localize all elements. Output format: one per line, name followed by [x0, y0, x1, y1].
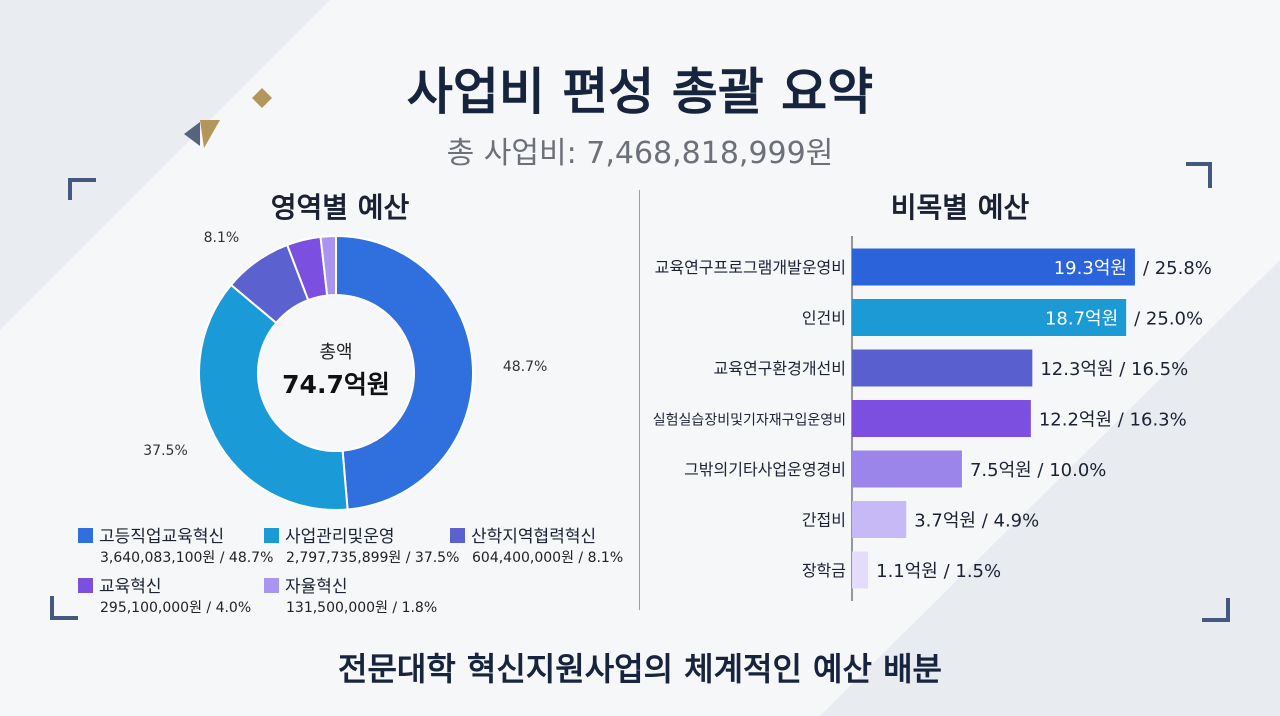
legend-label: 교육혁신 — [99, 577, 162, 597]
page-title: 사업비 편성 총괄 요약 — [406, 63, 874, 121]
legend-item: 교육혁신 295,100,000원 / 4.0% — [78, 572, 251, 617]
pie-slice-label: 37.5% — [143, 443, 187, 459]
legend-swatch — [264, 528, 279, 543]
total-budget: 총 사업비: 7,468,818,999원 — [446, 136, 834, 171]
pie-slice-label: 48.7% — [503, 359, 547, 375]
bar-category-label: 교육연구프로그램개발운영비 — [655, 258, 846, 277]
legend-value: 131,500,000원 / 1.8% — [286, 600, 438, 616]
legend-value: 3,640,083,100원 / 48.7% — [100, 550, 274, 566]
bar-percent-label: / 25.0% — [1134, 309, 1203, 330]
donut-center-label: 총액 — [319, 342, 352, 363]
legend-item: 사업관리및운영 2,797,735,899원 / 37.5% — [264, 522, 459, 567]
bar — [852, 400, 1031, 437]
bar-category-label: 교육연구환경개선비 — [714, 359, 846, 378]
bar-category-label: 간접비 — [802, 511, 846, 530]
pie-slice-label: 8.1% — [204, 230, 240, 246]
pie-slice — [335, 234, 474, 511]
bar — [852, 299, 1127, 336]
bar-category-label: 그밖의기타사업운영경비 — [684, 460, 846, 479]
legend-value: 2,797,735,899원 / 37.5% — [286, 550, 460, 566]
legend-item: 자율혁신 131,500,000원 / 1.8% — [264, 572, 437, 617]
donut-center-value: 74.7억원 — [282, 370, 390, 399]
bar-percent-label: / 25.8% — [1143, 258, 1212, 279]
pie-chart-title: 영역별 예산 — [270, 191, 410, 224]
bar-category-label: 실험실습장비및기자재구입운영비 — [653, 413, 846, 429]
bar-chart-title: 비목별 예산 — [890, 191, 1030, 224]
bar-value-label: 12.3억원 / 16.5% — [1040, 359, 1188, 380]
legend-item: 산학지역협력혁신 604,400,000원 / 8.1% — [450, 522, 623, 567]
legend-swatch — [78, 578, 93, 593]
bar-value-label: 3.7억원 / 4.9% — [914, 511, 1039, 532]
legend-label: 자율혁신 — [285, 577, 348, 597]
bar — [852, 349, 1033, 387]
bar-chart: 교육연구프로그램개발운영비 19.3억원 / 25.8% 인건비 18.7억원 / 25.… — [653, 236, 1212, 601]
legend-item: 고등직업교육혁신 3,640,083,100원 / 48.7% — [78, 522, 273, 567]
legend-swatch — [264, 578, 279, 593]
legend-label: 사업관리및운영 — [285, 527, 395, 547]
legend-swatch — [450, 528, 465, 543]
bar-value-label: 18.7억원 — [1045, 309, 1118, 330]
divider — [639, 190, 640, 610]
bar-category-label: 인건비 — [802, 309, 846, 328]
pie-slice — [319, 234, 337, 297]
bar — [852, 450, 962, 488]
legend-label: 산학지역협력혁신 — [471, 527, 597, 547]
bar-category-label: 장학금 — [802, 561, 846, 580]
bar — [852, 501, 907, 538]
legend-label: 고등직업교육혁신 — [99, 527, 225, 547]
bar — [852, 248, 1135, 286]
bar-value-label: 7.5억원 / 10.0% — [970, 460, 1106, 481]
bar-value-label: 12.2억원 / 16.3% — [1039, 410, 1187, 431]
bar — [852, 551, 869, 589]
legend-value: 604,400,000원 / 8.1% — [472, 550, 624, 566]
footer-caption: 전문대학 혁신지원사업의 체계적인 예산 배분 — [338, 650, 942, 688]
legend-swatch — [78, 528, 93, 543]
bar-value-label: 19.3억원 — [1054, 258, 1127, 279]
legend-value: 295,100,000원 / 4.0% — [100, 600, 252, 616]
pie-slice — [198, 283, 349, 511]
bar-value-label: 1.1억원 / 1.5% — [876, 561, 1001, 582]
